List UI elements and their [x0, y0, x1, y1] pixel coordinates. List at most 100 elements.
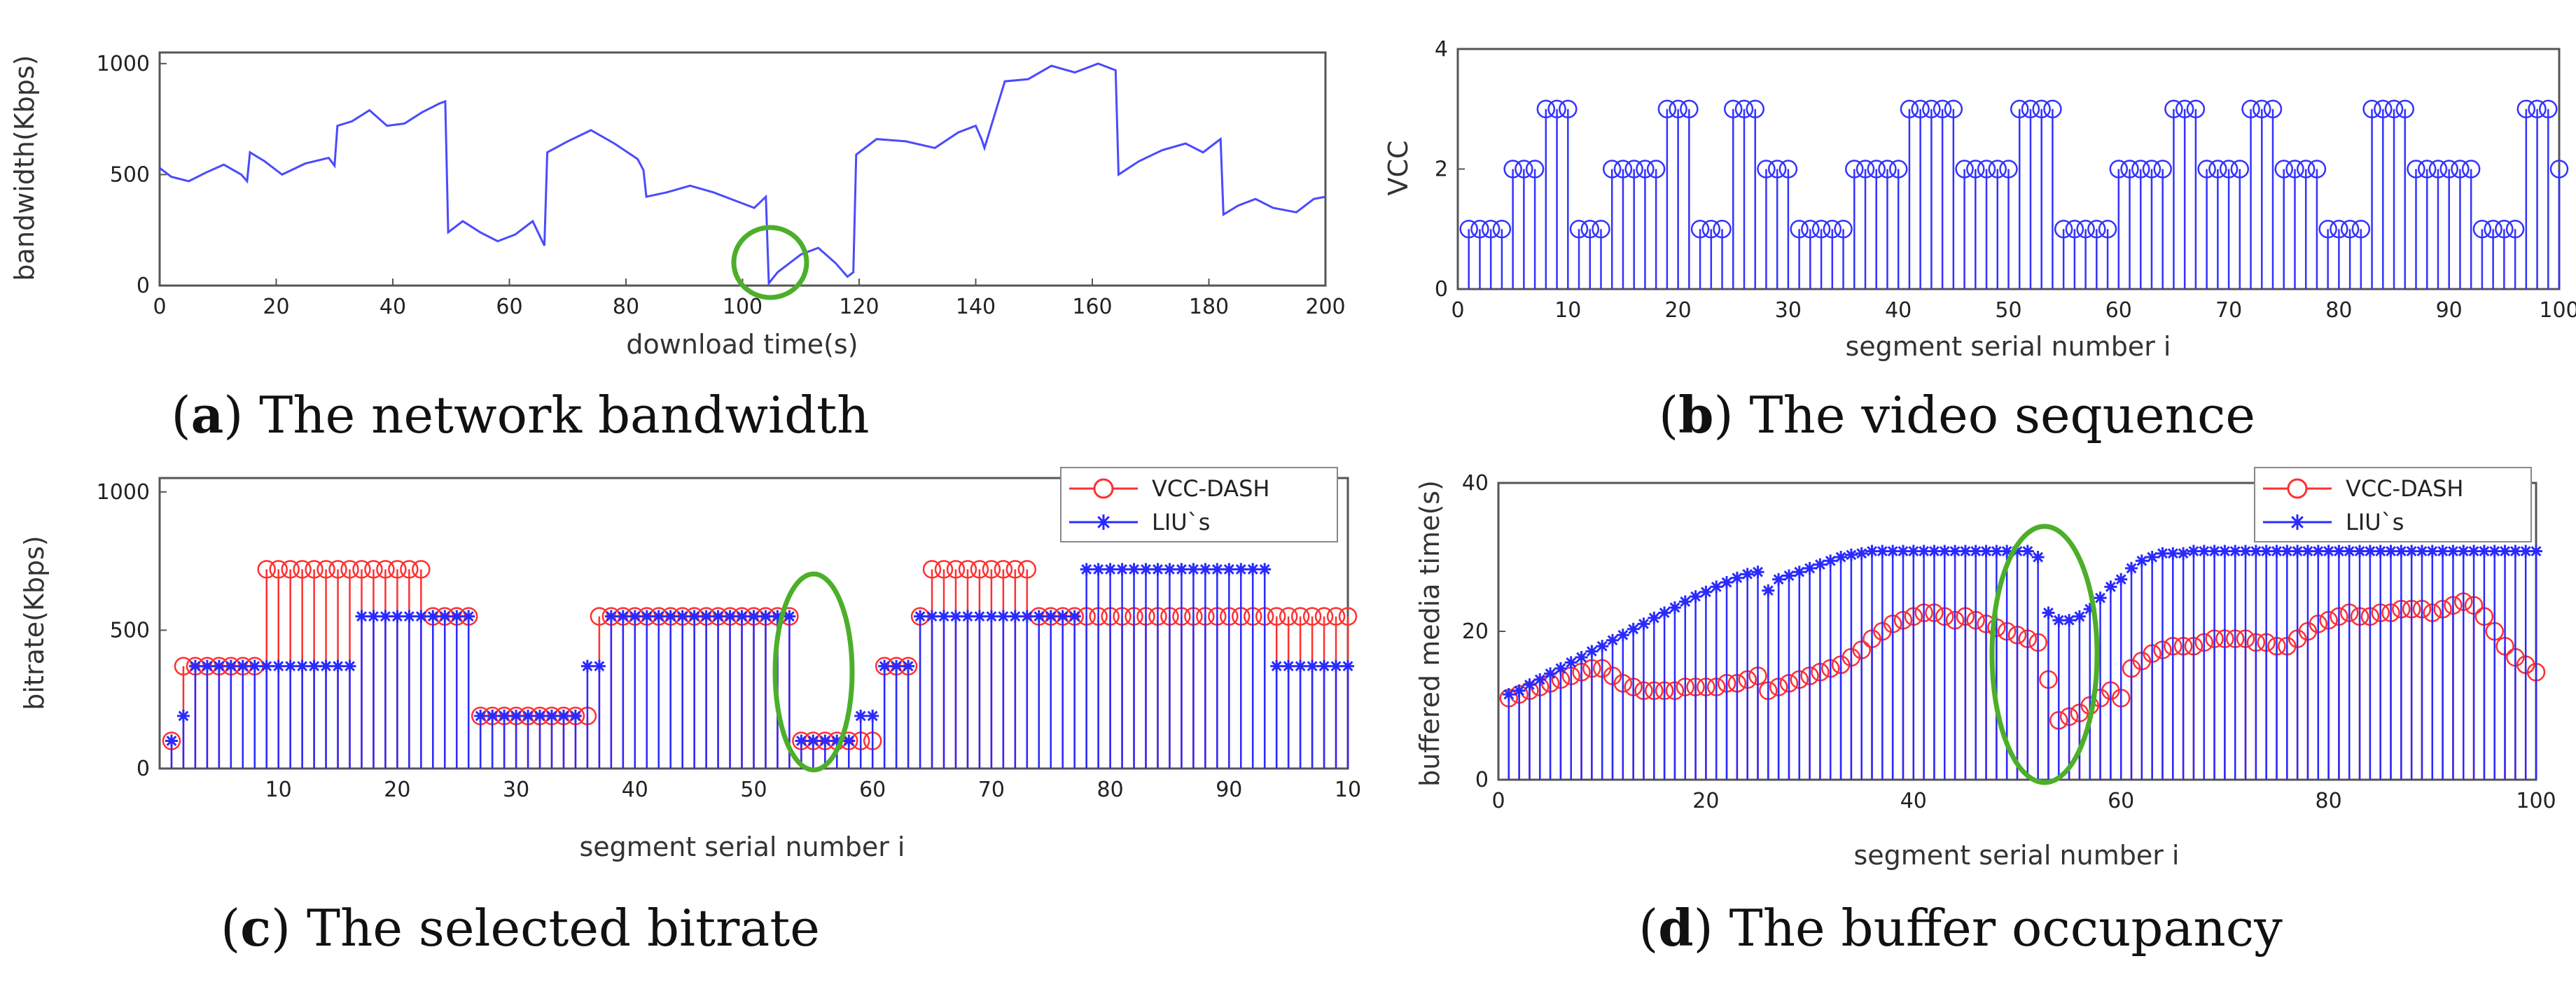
panel-d-marker-star [2281, 545, 2294, 558]
panel-b-marker-circle [1613, 160, 1633, 178]
panel-c-marker-star [604, 610, 618, 623]
panel-c-marker-circle [982, 560, 1001, 579]
panel-d-marker-star [1627, 622, 1640, 636]
caption-c-letter: c [240, 898, 272, 958]
panel-c-marker-star [926, 610, 938, 623]
panel-b-ytick-label: 4 [1435, 37, 1448, 62]
panel-c-marker-star [795, 734, 808, 748]
panel-c-marker-circle [388, 560, 407, 579]
panel-a-ytick-label: 1000 [97, 52, 150, 76]
panel-c-marker-star [1211, 563, 1224, 576]
panel-d-marker-star [1523, 678, 1536, 692]
panel-c-marker-circle [934, 560, 954, 579]
panel-a-series-0 [159, 62, 1326, 286]
panel-c-series-1 [165, 563, 1354, 769]
caption-c: (c) The selected bitrate [221, 898, 820, 958]
panel-b-marker-circle [2087, 220, 2106, 239]
panel-b-xtick-label: 50 [1995, 298, 2021, 323]
panel-d-legend-liu: LIU`s [2346, 509, 2404, 535]
panel-b-xtick-label: 80 [2325, 298, 2352, 323]
panel-b-marker-circle [2142, 160, 2161, 178]
panel-c-marker-star [450, 610, 464, 623]
panel-d-marker-star [1564, 656, 1578, 669]
panel-d-marker-star [2530, 545, 2542, 558]
panel-c-marker-star [961, 610, 974, 623]
panel-d-marker-star [1792, 566, 1806, 579]
panel-a-xtick-label: 0 [153, 295, 166, 319]
panel-d-marker-star [2156, 547, 2169, 560]
panel-d-marker-star [1616, 629, 1629, 642]
panel-b-marker-circle [1977, 160, 1996, 178]
panel-b-marker-circle [2428, 160, 2448, 178]
panel-b-marker-circle [1536, 99, 1556, 118]
panel-d-marker-star [2239, 545, 2252, 558]
panel-b-marker-circle [2285, 160, 2304, 178]
panel-b-marker-circle [2197, 160, 2216, 178]
panel-c-marker-star [1020, 610, 1033, 623]
panel-d-marker-star [2187, 545, 2200, 558]
panel-b-ylabel: VCC [1383, 140, 1414, 195]
panel-c-marker-circle [305, 560, 323, 579]
panel-d-marker-star [1949, 545, 1962, 558]
panel-d-marker-star [1969, 545, 1982, 558]
panel-a-series-line [159, 62, 1326, 286]
panel-a-xlabel: download time(s) [626, 329, 858, 360]
panel-b-marker-circle [2461, 160, 2481, 178]
panel-d-marker-star [1751, 566, 1764, 579]
panel-c-marker-star [176, 709, 190, 722]
panel-b-marker-circle [1624, 160, 1643, 178]
panel-a-xtick-label: 20 [263, 295, 289, 319]
panel-b-marker-circle [2505, 220, 2525, 239]
panel-b-marker-circle [1778, 160, 1798, 178]
panel-b-marker-circle [1515, 160, 1533, 178]
panel-b-marker-circle [1569, 220, 1589, 239]
panel-b-marker-circle [1525, 160, 1545, 178]
panel-b-marker-circle [1503, 160, 1522, 178]
panel-b-marker-circle [2539, 99, 2558, 118]
panel-c-marker-star [807, 734, 820, 748]
panel-d-xtick-label: 100 [2516, 789, 2556, 813]
panel-d-marker-star [2405, 545, 2418, 558]
panel-d-marker-star [2031, 551, 2045, 563]
panel-c-marker-star [699, 610, 713, 623]
panel-d-marker-star [2322, 545, 2335, 558]
panel-c-marker-star [996, 610, 1010, 623]
panel-c-marker-star [557, 709, 570, 722]
panel-b-ytick-label: 2 [1435, 157, 1448, 182]
panel-d-marker-star [1803, 561, 1816, 575]
panel-c-marker-star [1199, 563, 1212, 576]
panel-b-xtick-label: 10 [1554, 298, 1581, 323]
panel-b-marker-circle [1845, 160, 1864, 178]
panel-c-marker-star [438, 610, 452, 623]
caption-b-text: The video sequence [1733, 386, 2255, 444]
panel-b-xtick-label: 100 [2539, 298, 2576, 323]
panel-d-marker-star [1762, 584, 1775, 597]
panel-b-marker-circle [2263, 99, 2283, 118]
panel-c-marker-circle [1326, 607, 1346, 626]
panel-d-chart: buffered media time(s) segment serial nu… [1414, 467, 2556, 871]
panel-b-marker-circle [1481, 220, 1501, 239]
panel-d-marker-star [2302, 545, 2314, 558]
panel-c-marker-star [616, 610, 629, 623]
panel-b-marker-circle [1900, 99, 1919, 118]
panel-b-marker-circle [2374, 99, 2393, 118]
panel-c-marker-star [866, 709, 879, 722]
panel-d-marker-star [1844, 548, 1858, 561]
panel-c-marker-star [1139, 563, 1153, 576]
panel-a-xtick-label: 100 [723, 295, 763, 319]
panel-c-marker-star [545, 709, 558, 722]
panel-b-marker-circle [1878, 160, 1897, 178]
panel-c-xtick-label: 10 [1335, 778, 1361, 802]
panel-d-ytick-label: 20 [1462, 619, 1489, 644]
panel-d-marker-star [1554, 662, 1567, 675]
panel-c-marker-star [1306, 659, 1319, 673]
panel-b-marker-circle [2384, 99, 2404, 118]
panel-d-marker-star [2260, 545, 2273, 558]
panel-a-ylabel: bandwidth(Kbps) [9, 55, 40, 281]
panel-c-marker-star [938, 610, 950, 623]
panel-c-marker-star [580, 659, 594, 673]
panel-c-marker-star [902, 659, 915, 673]
panel-c-marker-circle [1338, 607, 1358, 626]
panel-d-marker-star [1907, 545, 1920, 558]
panel-b-marker-circle [1811, 220, 1831, 239]
